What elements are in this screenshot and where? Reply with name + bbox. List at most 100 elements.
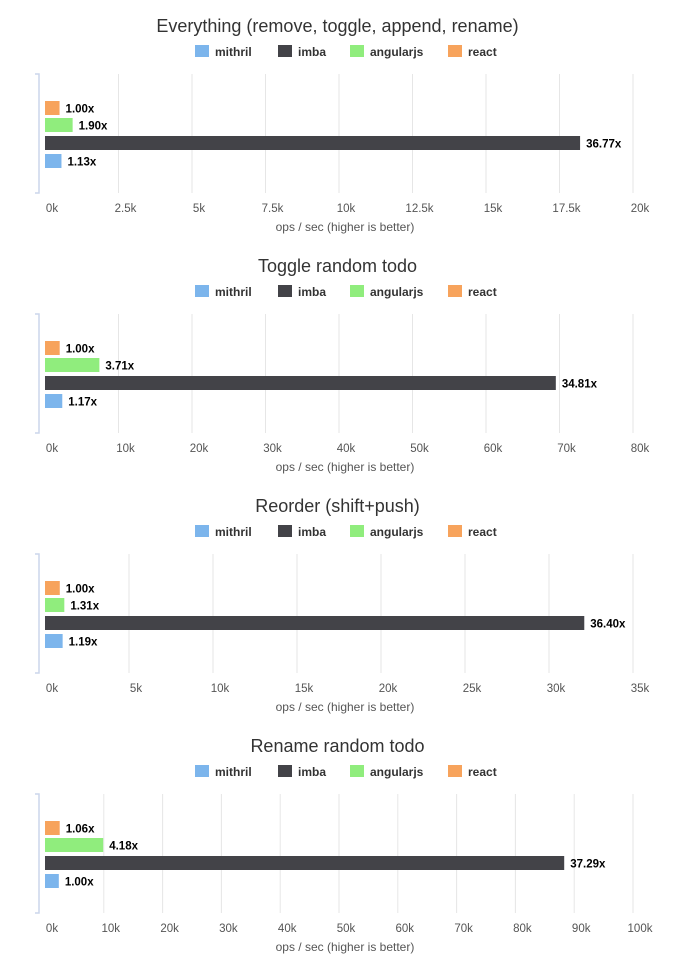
bar-label-mithril: 1.13x [67, 157, 96, 169]
x-tick-label: 60k [484, 443, 503, 455]
legend-item-mithril: mithril [195, 45, 252, 59]
bar-label-react: 1.06x [66, 824, 95, 836]
legend-item-angularjs: angularjs [350, 285, 424, 299]
bar-label-imba: 36.77x [586, 139, 622, 151]
legend-swatch-imba [278, 45, 292, 57]
x-tick-label: 20k [631, 203, 650, 215]
bar-imba [45, 376, 556, 390]
chart-1: Everything (remove, toggle, append, rena… [35, 16, 650, 234]
legend-swatch-angularjs [350, 525, 364, 537]
legend: mithril imba angularjs react [195, 45, 497, 59]
legend-item-react: react [448, 285, 497, 299]
bar-label-angularjs: 1.31x [70, 601, 99, 613]
legend-item-angularjs: angularjs [350, 45, 424, 59]
bar-label-imba: 37.29x [570, 859, 606, 871]
legend-label-imba: imba [298, 285, 326, 299]
bar-label-react: 1.00x [66, 104, 95, 116]
x-tick-label: 50k [337, 923, 356, 935]
legend-swatch-angularjs [350, 285, 364, 297]
bar-label-angularjs: 1.90x [79, 121, 108, 133]
legend-item-react: react [448, 765, 497, 779]
legend-item-imba: imba [278, 765, 326, 779]
bar-imba [45, 856, 565, 870]
x-axis-title: ops / sec (higher is better) [276, 220, 415, 234]
legend-item-imba: imba [278, 45, 326, 59]
bar-angularjs [45, 598, 65, 612]
bar-react [45, 101, 60, 115]
legend-swatch-imba [278, 525, 292, 537]
bar-mithril [45, 394, 63, 408]
legend-swatch-react [448, 285, 462, 297]
bar-label-react: 1.00x [66, 344, 95, 356]
legend-item-imba: imba [278, 285, 326, 299]
x-tick-label: 0k [46, 203, 58, 215]
x-tick-label: 60k [396, 923, 415, 935]
legend: mithril imba angularjs react [195, 765, 497, 779]
x-tick-label: 35k [631, 683, 650, 695]
legend-swatch-mithril [195, 765, 209, 777]
x-tick-label: 25k [463, 683, 482, 695]
legend-swatch-mithril [195, 285, 209, 297]
y-axis-line [35, 73, 40, 194]
bar-mithril [45, 874, 59, 888]
legend-label-angularjs: angularjs [370, 45, 424, 59]
legend-label-mithril: mithril [215, 45, 252, 59]
x-tick-label: 10k [211, 683, 230, 695]
legend-label-mithril: mithril [215, 525, 252, 539]
x-tick-label: 90k [572, 923, 591, 935]
legend-swatch-angularjs [350, 765, 364, 777]
legend-item-react: react [448, 525, 497, 539]
bar-mithril [45, 634, 63, 648]
chart-2: Toggle random todo mithril imba angularjs re… [35, 256, 650, 474]
legend-swatch-mithril [195, 45, 209, 57]
x-tick-label: 20k [160, 923, 179, 935]
bar-angularjs [45, 838, 104, 852]
legend-label-imba: imba [298, 765, 326, 779]
x-tick-label: 70k [557, 443, 576, 455]
legend-swatch-imba [278, 285, 292, 297]
x-tick-label: 5k [130, 683, 142, 695]
x-tick-label: 80k [631, 443, 650, 455]
chart-4: Rename random todo mithril imba angularjs re… [35, 736, 653, 954]
chart-title: Toggle random todo [258, 256, 417, 276]
legend-swatch-imba [278, 765, 292, 777]
legend-label-angularjs: angularjs [370, 765, 424, 779]
chart-title: Rename random todo [250, 736, 424, 756]
x-tick-label: 80k [513, 923, 532, 935]
x-tick-label: 12.5k [405, 203, 433, 215]
legend-swatch-mithril [195, 525, 209, 537]
bar-label-react: 1.00x [66, 584, 95, 596]
x-axis-title: ops / sec (higher is better) [276, 940, 415, 954]
legend-label-imba: imba [298, 45, 326, 59]
x-tick-label: 5k [193, 203, 205, 215]
legend-label-angularjs: angularjs [370, 285, 424, 299]
legend-label-mithril: mithril [215, 285, 252, 299]
x-tick-label: 40k [278, 923, 297, 935]
legend-label-react: react [468, 285, 497, 299]
x-tick-label: 10k [337, 203, 356, 215]
legend-swatch-angularjs [350, 45, 364, 57]
x-tick-label: 20k [379, 683, 398, 695]
bar-react [45, 581, 60, 595]
legend-label-angularjs: angularjs [370, 525, 424, 539]
legend: mithril imba angularjs react [195, 525, 497, 539]
bar-label-mithril: 1.00x [65, 877, 94, 889]
x-tick-label: 15k [295, 683, 314, 695]
bar-label-angularjs: 3.71x [105, 361, 134, 373]
y-axis-line [35, 793, 40, 914]
bar-angularjs [45, 358, 100, 372]
bar-label-mithril: 1.19x [69, 637, 98, 649]
y-axis-line [35, 313, 40, 434]
legend-label-mithril: mithril [215, 765, 252, 779]
x-tick-label: 10k [116, 443, 135, 455]
chart-3: Reorder (shift+push)mithril imba angularjs… [35, 496, 650, 714]
bar-label-mithril: 1.17x [68, 397, 97, 409]
x-tick-label: 70k [454, 923, 473, 935]
legend-swatch-react [448, 765, 462, 777]
legend-item-imba: imba [278, 525, 326, 539]
legend-item-angularjs: angularjs [350, 525, 424, 539]
x-tick-label: 30k [219, 923, 238, 935]
y-axis-line [35, 553, 40, 674]
legend-label-imba: imba [298, 525, 326, 539]
